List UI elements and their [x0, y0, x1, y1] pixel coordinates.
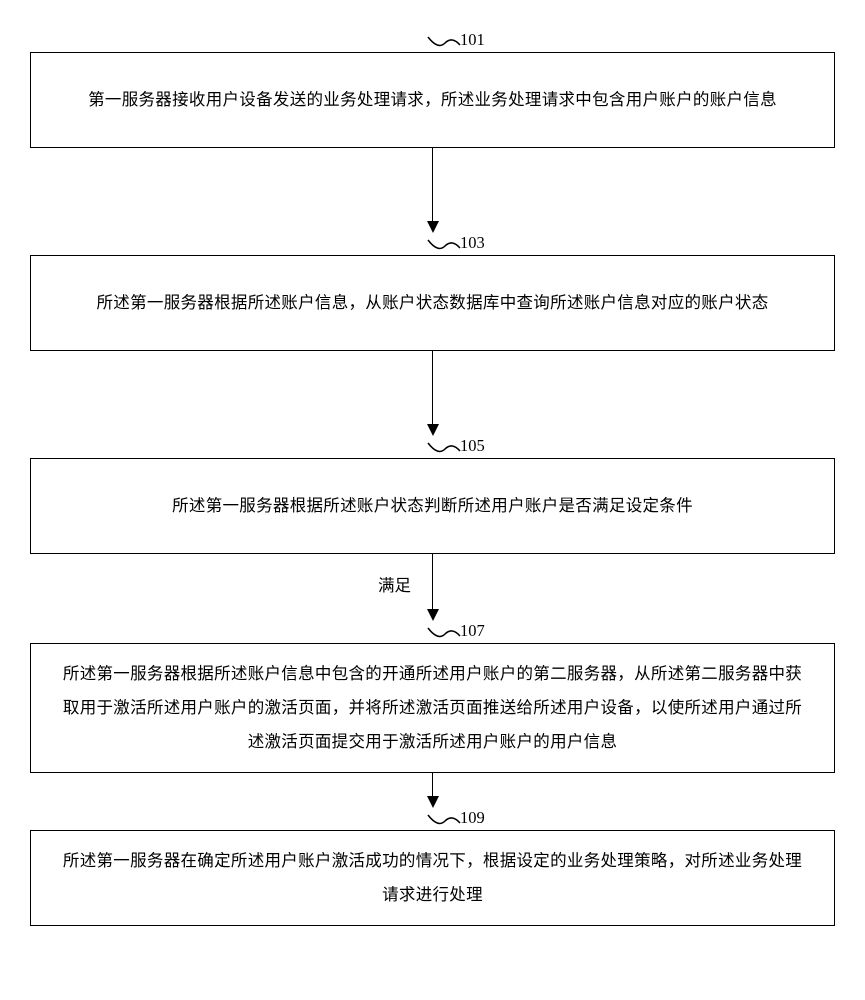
step-number: 107: [460, 621, 485, 641]
step-box: 所述第一服务器在确定所述用户账户激活成功的情况下，根据设定的业务处理策略，对所述…: [30, 830, 835, 926]
connector: 满足: [30, 554, 835, 621]
step-text: 所述第一服务器根据所述账户状态判断所述用户账户是否满足设定条件: [172, 489, 693, 523]
connector: [30, 148, 835, 233]
step-text: 所述第一服务器根据所述账户信息，从账户状态数据库中查询所述账户信息对应的账户状态: [97, 286, 769, 320]
connector: [30, 773, 835, 808]
arrowhead-icon: [427, 609, 439, 621]
step-label-row: 101: [30, 30, 835, 52]
step-curve-icon: [427, 625, 461, 641]
arrowhead-icon: [427, 796, 439, 808]
step-box: 所述第一服务器根据所述账户信息，从账户状态数据库中查询所述账户信息对应的账户状态: [30, 255, 835, 351]
step-103: 103 所述第一服务器根据所述账户信息，从账户状态数据库中查询所述账户信息对应的账…: [30, 233, 835, 351]
step-text: 所述第一服务器在确定所述用户账户激活成功的情况下，根据设定的业务处理策略，对所述…: [57, 844, 808, 912]
step-curve-icon: [427, 34, 461, 50]
step-box: 所述第一服务器根据所述账户信息中包含的开通所述用户账户的第二服务器，从所述第二服…: [30, 643, 835, 773]
connector: [30, 351, 835, 436]
edge-label: 满足: [378, 572, 411, 596]
step-number: 109: [460, 808, 485, 828]
step-label-row: 107: [30, 621, 835, 643]
arrowhead-icon: [427, 424, 439, 436]
step-text: 所述第一服务器根据所述账户信息中包含的开通所述用户账户的第二服务器，从所述第二服…: [57, 657, 808, 758]
arrow-icon: [427, 773, 439, 808]
step-label-row: 105: [30, 436, 835, 458]
step-number: 101: [460, 30, 485, 50]
arrow-shaft: [432, 554, 434, 610]
step-number: 105: [460, 436, 485, 456]
arrow-icon: [427, 554, 439, 621]
step-number: 103: [460, 233, 485, 253]
step-105: 105 所述第一服务器根据所述账户状态判断所述用户账户是否满足设定条件: [30, 436, 835, 554]
arrow-shaft: [432, 773, 434, 797]
step-label-row: 109: [30, 808, 835, 830]
arrowhead-icon: [427, 221, 439, 233]
arrow-icon: [427, 148, 439, 233]
step-label-row: 103: [30, 233, 835, 255]
step-curve-icon: [427, 812, 461, 828]
step-curve-icon: [427, 440, 461, 456]
step-box: 所述第一服务器根据所述账户状态判断所述用户账户是否满足设定条件: [30, 458, 835, 554]
step-107: 107 所述第一服务器根据所述账户信息中包含的开通所述用户账户的第二服务器，从所述…: [30, 621, 835, 773]
arrow-shaft: [432, 351, 434, 425]
arrow-icon: [427, 351, 439, 436]
step-curve-icon: [427, 237, 461, 253]
arrow-shaft: [432, 148, 434, 222]
flowchart-root: 101 第一服务器接收用户设备发送的业务处理请求，所述业务处理请求中包含用户账户的…: [30, 30, 835, 926]
step-text: 第一服务器接收用户设备发送的业务处理请求，所述业务处理请求中包含用户账户的账户信…: [88, 83, 777, 117]
step-109: 109 所述第一服务器在确定所述用户账户激活成功的情况下，根据设定的业务处理策略，…: [30, 808, 835, 926]
step-101: 101 第一服务器接收用户设备发送的业务处理请求，所述业务处理请求中包含用户账户的…: [30, 30, 835, 148]
step-box: 第一服务器接收用户设备发送的业务处理请求，所述业务处理请求中包含用户账户的账户信…: [30, 52, 835, 148]
